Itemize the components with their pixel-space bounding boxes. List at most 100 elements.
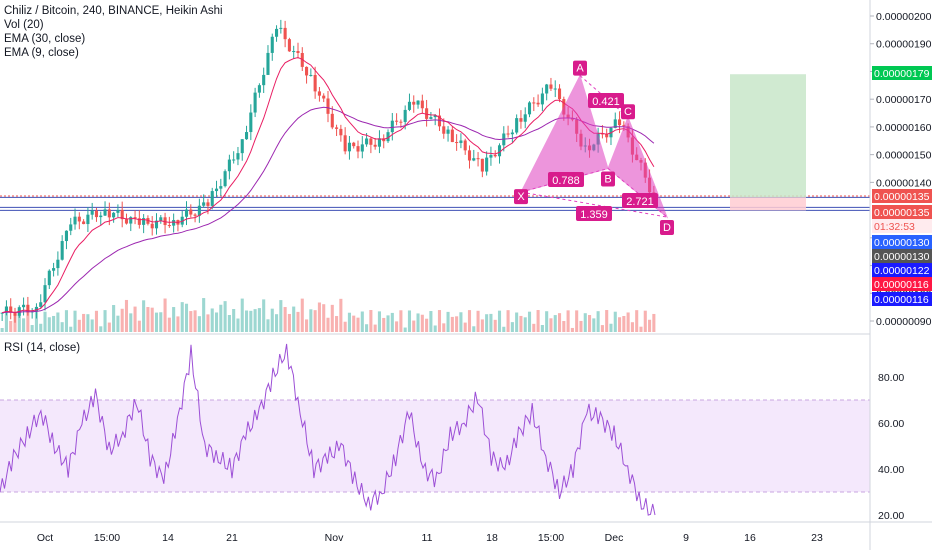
volume-bar <box>356 317 360 332</box>
volume-bar <box>326 317 330 332</box>
candle-body <box>43 285 47 303</box>
candle-body <box>103 209 107 216</box>
candle-body <box>618 119 622 126</box>
volume-bar <box>472 326 476 332</box>
candle-body <box>390 120 394 133</box>
symbol-title[interactable]: Chiliz / Bitcoin, 240, BINANCE, Heikin A… <box>4 5 223 17</box>
indicator-vol[interactable]: Vol (20) <box>4 19 44 31</box>
volume-bar <box>253 309 257 332</box>
volume-bar <box>416 313 420 332</box>
candle-body <box>292 51 296 53</box>
pattern-ratio-box <box>588 93 624 108</box>
candle-body <box>214 188 219 192</box>
volume-bar <box>305 319 309 332</box>
time-tick-label: 18 <box>486 532 498 544</box>
candle-body <box>270 36 274 53</box>
price-tag-label: 0.00000130 <box>874 237 930 249</box>
time-axis: Oct 15:00 14 21 Nov 11 18 15:00 Dec 9 16 23 <box>37 532 823 544</box>
pattern-ratio-label: 1.359 <box>580 209 608 221</box>
candle-body <box>386 132 390 142</box>
candle-body <box>39 302 43 307</box>
volume-bar <box>523 317 527 332</box>
candle-body <box>536 102 540 105</box>
volume-bar <box>210 308 214 332</box>
indicator-ema9[interactable]: EMA (9, close) <box>4 47 79 59</box>
candle-body <box>262 74 266 86</box>
pattern-point-label: D <box>663 222 671 234</box>
price-tag <box>872 189 932 203</box>
volume-bar <box>373 324 377 332</box>
candle-body <box>210 191 214 206</box>
volume-bar <box>4 310 8 332</box>
price-tag-label: 0.00000135 <box>874 191 930 203</box>
candle-body <box>335 127 339 129</box>
pattern-point-label: X <box>517 191 525 203</box>
candle-body <box>219 186 223 189</box>
volume-bar <box>142 300 146 332</box>
candle-body <box>154 220 159 229</box>
rsi-title[interactable]: RSI (14, close) <box>4 342 81 354</box>
candle-body <box>476 158 480 160</box>
volume-bar <box>322 304 326 332</box>
volume-bar <box>575 310 579 332</box>
volume-bar <box>339 298 343 332</box>
volume-bar <box>257 308 261 332</box>
long-position-tool <box>730 74 806 211</box>
volume-bar <box>502 326 506 332</box>
candle-body <box>330 113 334 128</box>
candle-body <box>206 202 210 206</box>
volume-bar <box>459 312 463 332</box>
volume-bar <box>510 322 514 332</box>
price-tag-label: 0.00000122 <box>874 265 930 277</box>
volume-bar <box>643 310 647 332</box>
candle-body <box>339 128 343 136</box>
volume-bar <box>420 314 424 332</box>
time-tick-label: 11 <box>422 532 433 544</box>
volume-bar <box>390 312 394 332</box>
volume-bar <box>9 320 13 332</box>
indicator-ema30[interactable]: EMA (30, close) <box>4 33 86 45</box>
rsi-tick-label: 80.00 <box>878 372 904 384</box>
volume-bar <box>223 301 227 332</box>
volume-bar <box>193 310 197 332</box>
candle-body <box>343 135 347 152</box>
volume-bar <box>635 310 639 332</box>
volume-bar <box>206 314 210 332</box>
stop-zone <box>730 197 806 211</box>
volume-bar <box>613 311 617 332</box>
volume-bar <box>489 313 493 332</box>
volume-bar <box>69 326 73 332</box>
pattern-ratio-label: 0.421 <box>592 96 620 108</box>
target-zone <box>730 74 806 198</box>
candle-body <box>82 221 86 225</box>
candle-body <box>377 138 381 147</box>
volume-bar <box>176 316 180 332</box>
candle-body <box>180 216 184 225</box>
volume-bar <box>39 323 43 332</box>
candle-body <box>150 223 154 229</box>
time-tick-label: 14 <box>162 532 174 544</box>
candle-body <box>446 129 450 134</box>
price-tag <box>872 263 932 277</box>
candle-body <box>47 270 51 286</box>
candle-body <box>553 88 557 90</box>
candle-body <box>515 118 519 133</box>
candle-body <box>232 159 236 161</box>
candle-body <box>94 210 99 218</box>
volume-bar <box>34 310 38 332</box>
candle-body <box>236 153 240 160</box>
volume-bar <box>343 321 347 332</box>
time-tick-label: 21 <box>226 532 238 544</box>
volume-bar <box>94 310 99 332</box>
volume-bar <box>596 311 600 332</box>
pattern-bd-line <box>607 168 668 218</box>
pattern-point-d <box>660 220 674 236</box>
volume-bar <box>386 315 390 332</box>
volume-bar <box>446 311 450 332</box>
candle-body <box>373 144 377 147</box>
candle-body <box>159 217 163 221</box>
volume-bar <box>43 311 47 332</box>
volume-bar <box>493 319 497 332</box>
volume-bar <box>570 327 574 332</box>
